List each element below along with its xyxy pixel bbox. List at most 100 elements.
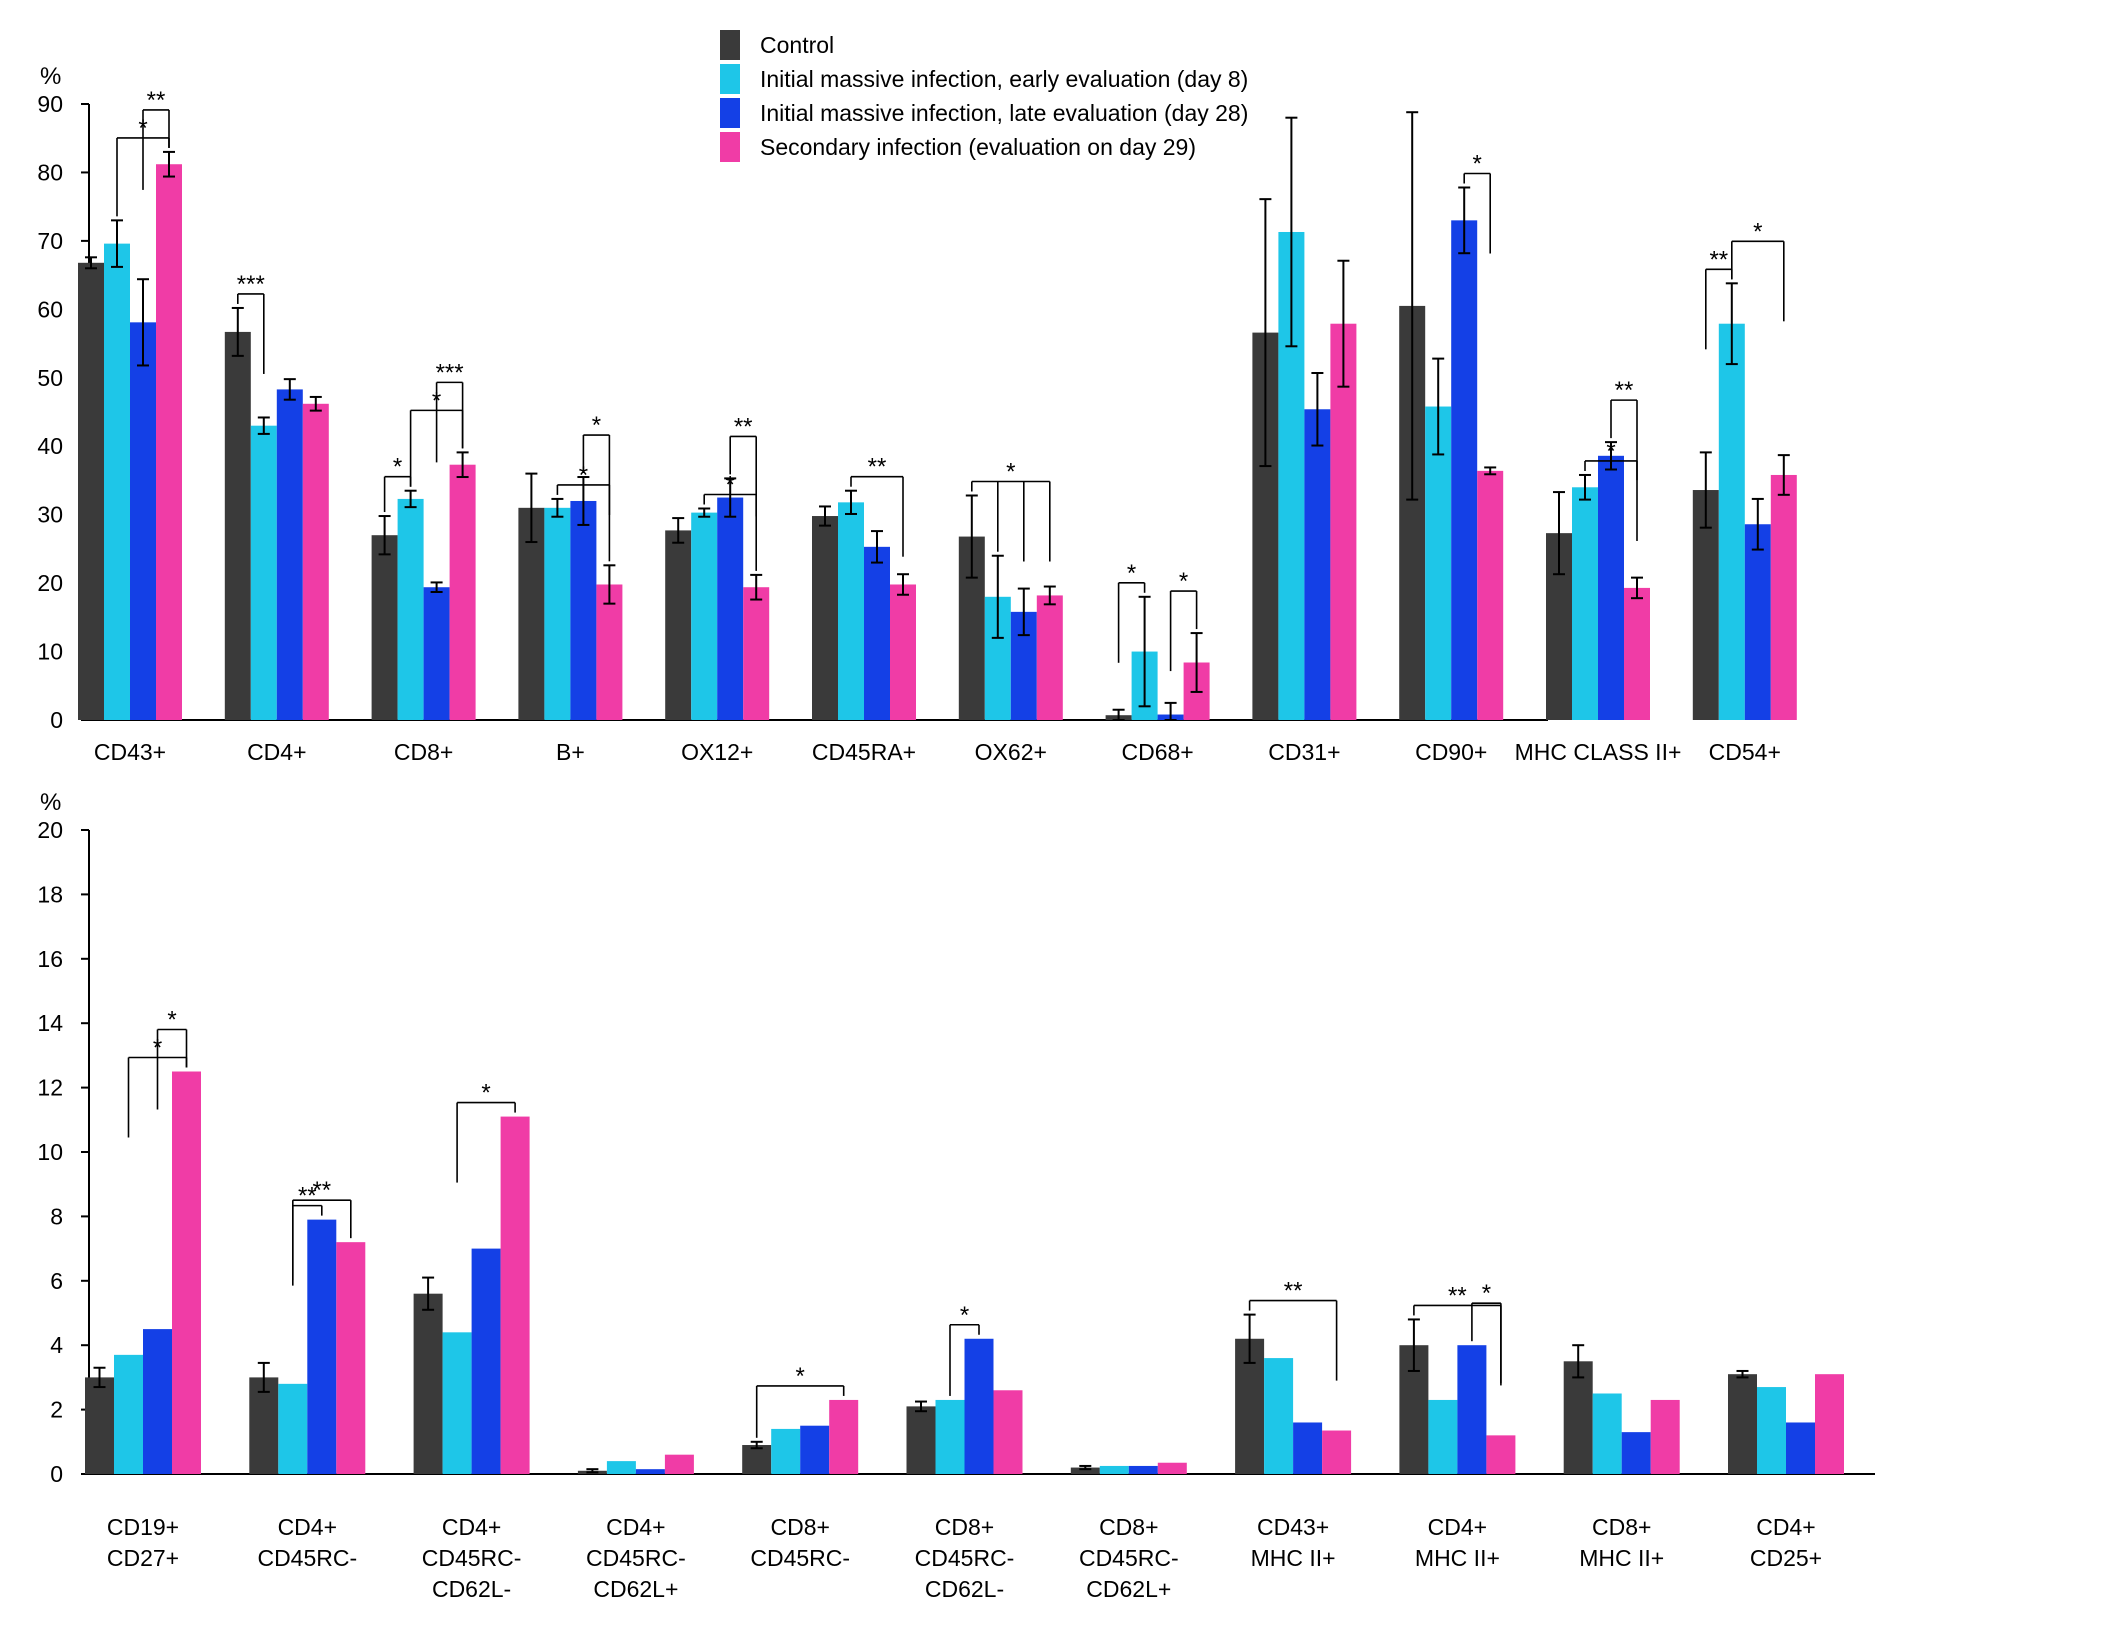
p1-category-label-7-0: CD43+ [1257,1514,1329,1540]
p1-sig-label-9: * [1482,1280,1491,1307]
p0-y-tick-label-1: 10 [37,639,63,665]
p1-bar-c6-s3 [1157,1462,1187,1474]
p1-category-label-10-0: CD4+ [1756,1514,1815,1540]
p0-bar-c10-s2 [1598,455,1624,720]
p0-bar-c1-s3 [302,403,329,720]
p1-bar-c9-s0 [1563,1361,1593,1474]
p0-y-tick-label-9: 90 [37,91,63,117]
p0-category-label-0-0: CD43+ [94,739,166,765]
p1-bar-c2-s2 [471,1248,501,1474]
p0-sig-label-1: ** [147,87,166,114]
p1-category-label-3-1: CD45RC- [586,1545,686,1571]
legend-swatch-3 [720,132,740,162]
p1-bar-c0-s0 [85,1377,114,1474]
p0-bar-c11-s2 [1744,524,1771,720]
p0-sig-label-18: * [1753,218,1762,245]
p1-bar-c3-s3 [664,1454,694,1474]
p1-bar-c8-s1 [1428,1399,1458,1474]
p1-sig-label-6: * [960,1302,969,1329]
p1-y-tick-label-0: 0 [50,1461,63,1487]
p1-category-label-3-2: CD62L+ [593,1576,678,1602]
p1-sig-label-3: ** [312,1177,331,1204]
p1-sig-label-8: ** [1448,1282,1467,1309]
p1-bar-c5-s2 [964,1338,994,1474]
p0-bar-c8-s3 [1330,323,1357,720]
p0-bar-c8-s2 [1304,409,1331,720]
p0-bar-c10-s1 [1572,487,1598,720]
p0-sig-label-7: * [592,412,601,439]
p0-bar-c5-s3 [890,584,916,720]
p1-bar-c1-s0 [249,1377,279,1474]
p1-bar-c4-s3 [829,1399,859,1474]
p0-y-tick-label-4: 40 [37,433,63,459]
p1-y-tick-label-2: 4 [50,1332,63,1358]
p1-bar-c5-s3 [993,1390,1023,1474]
p1-bar-c2-s3 [500,1116,530,1474]
p1-bar-c6-s0 [1070,1467,1100,1474]
p1-bar-c7-s2 [1293,1422,1323,1474]
p1-category-label-2-0: CD4+ [442,1514,501,1540]
p1-bar-c2-s1 [442,1332,472,1474]
p1-bar-c1-s3 [336,1242,366,1474]
p0-bar-c1-s2 [276,389,303,720]
p0-bar-c4-s2 [717,497,744,720]
p0-sig-label-9: ** [734,413,753,440]
p1-y-tick-label-9: 18 [37,881,63,907]
p0-sig-label-11: * [1006,459,1015,486]
p0-bar-c9-s1 [1425,406,1452,720]
p1-bar-c6-s2 [1128,1465,1158,1474]
p1-category-label-9-0: CD8+ [1592,1514,1651,1540]
p0-category-label-5-0: CD45RA+ [812,739,916,765]
p0-category-label-1-0: CD4+ [247,739,306,765]
p0-bar-c0-s0 [78,262,104,720]
p1-category-label-3-0: CD4+ [606,1514,665,1540]
p1-category-label-10-1: CD25+ [1750,1545,1822,1571]
p0-category-label-10-0: MHC CLASS II+ [1515,739,1682,765]
p1-category-label-6-0: CD8+ [1099,1514,1158,1540]
p1-category-label-2-2: CD62L- [432,1576,511,1602]
p0-sig-label-13: * [1179,568,1188,595]
legend: Control Initial massive infection, early … [720,30,1248,162]
p1-category-label-4-1: CD45RC- [750,1545,850,1571]
p1-category-label-6-1: CD45RC- [1079,1545,1179,1571]
p0-bar-c10-s3 [1624,587,1650,720]
p1-category-label-6-2: CD62L+ [1086,1576,1171,1602]
p1-y-tick-label-4: 8 [50,1203,63,1229]
p0-bar-c2-s2 [423,587,450,720]
p0-y-axis-label: % [40,63,61,90]
p0-sig-label-10: ** [868,454,887,481]
p0-bar-c11-s3 [1770,474,1797,720]
p1-y-tick-label-7: 14 [37,1010,63,1036]
legend-label-1: Initial massive infection, early evaluat… [760,66,1248,92]
p1-y-tick-label-8: 16 [37,946,63,972]
p1-category-label-5-1: CD45RC- [915,1545,1015,1571]
p1-bar-c5-s1 [935,1399,965,1474]
p0-sig-label-5: *** [436,359,464,386]
p0-bar-c4-s3 [743,587,770,720]
p0-bar-c3-s2 [570,500,597,720]
p0-category-label-6-0: OX62+ [975,739,1047,765]
p1-category-label-4-0: CD8+ [770,1514,829,1540]
p1-bar-c10-s3 [1815,1374,1844,1474]
p0-y-tick-label-5: 50 [37,365,63,391]
p0-sig-label-2: *** [237,271,265,298]
p0-sig-label-3: * [393,454,402,481]
p1-bar-c4-s1 [771,1428,801,1474]
p1-y-tick-label-1: 2 [50,1397,63,1423]
p1-y-tick-label-5: 10 [37,1139,63,1165]
p0-sig-label-17: ** [1709,246,1728,273]
p1-category-label-0-0: CD19+ [107,1514,179,1540]
p0-y-tick-label-8: 80 [37,159,63,185]
p0-bar-c2-s3 [449,464,476,720]
p0-bar-c0-s3 [156,164,182,721]
p1-category-label-7-1: MHC II+ [1251,1545,1336,1571]
p0-bar-c1-s0 [224,331,251,720]
p0-bar-c0-s2 [130,322,156,720]
p1-bar-c2-s0 [413,1293,443,1474]
p1-y-tick-label-6: 12 [37,1075,63,1101]
p0-y-tick-label-7: 70 [37,228,63,254]
p0-bar-c2-s1 [397,498,424,720]
chart-bottom-panel: % 0 2 4 6 8 10 12 14 16 18 20 CD19+ CD27+ CD4+ CD45RC- C… [37,789,1875,1602]
legend-label-2: Initial massive infection, late evaluati… [760,100,1248,126]
p1-category-label-5-2: CD62L- [925,1576,1004,1602]
